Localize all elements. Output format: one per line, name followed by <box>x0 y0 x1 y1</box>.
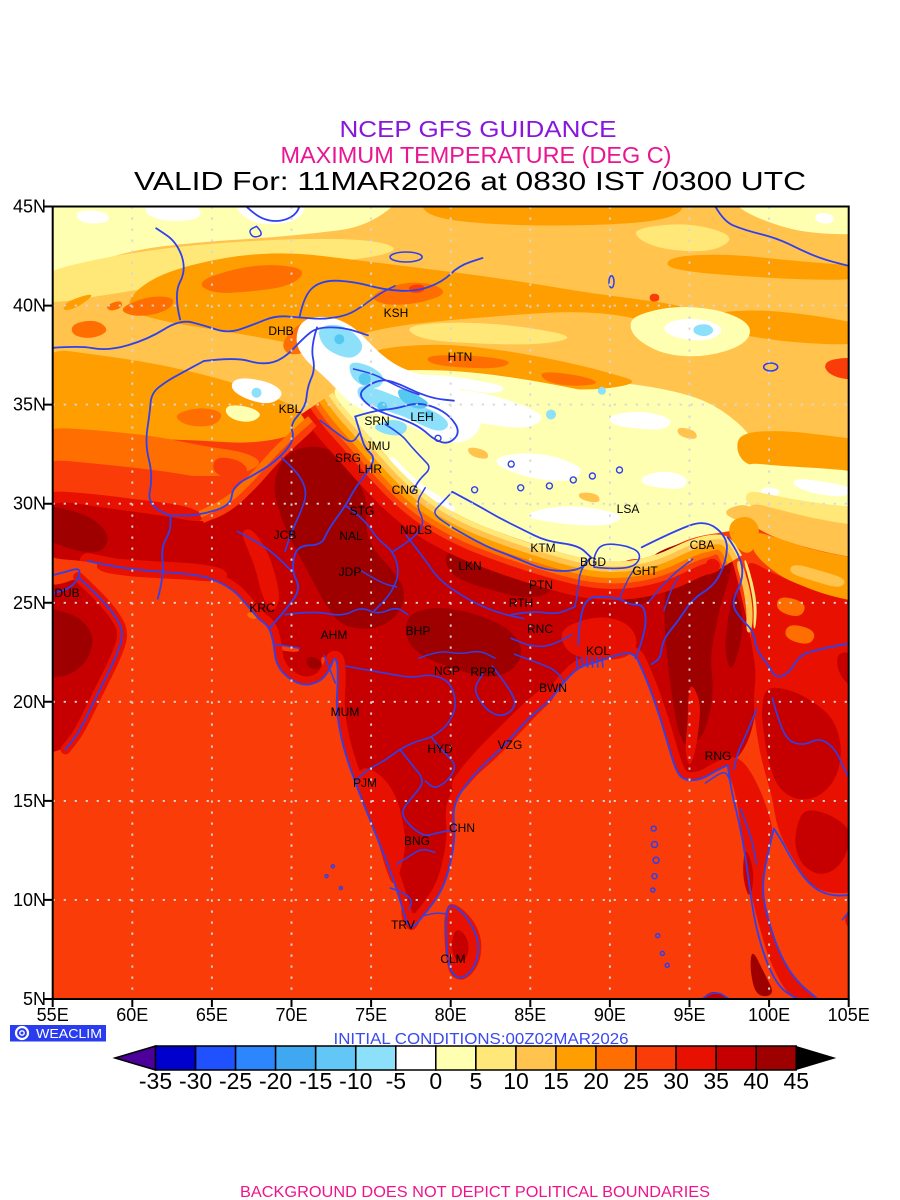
svg-text:-10: -10 <box>339 1068 372 1094</box>
svg-text:JDP: JDP <box>339 565 362 579</box>
svg-text:STG: STG <box>350 504 375 518</box>
svg-text:LSA: LSA <box>617 502 640 516</box>
svg-text:INITIAL CONDITIONS:00Z02MAR202: INITIAL CONDITIONS:00Z02MAR2026 <box>334 1031 629 1048</box>
svg-text:PTN: PTN <box>529 578 553 592</box>
svg-text:35: 35 <box>703 1068 729 1094</box>
svg-text:45N: 45N <box>13 197 46 217</box>
svg-text:RPR: RPR <box>470 665 496 679</box>
svg-text:LKN: LKN <box>458 559 481 573</box>
svg-text:-5: -5 <box>386 1068 406 1094</box>
svg-text:20: 20 <box>583 1068 609 1094</box>
svg-text:BGD: BGD <box>580 555 606 569</box>
svg-text:30: 30 <box>663 1068 689 1094</box>
svg-text:JCB: JCB <box>274 528 297 542</box>
svg-text:5: 5 <box>470 1068 483 1094</box>
svg-text:CNG: CNG <box>392 483 419 497</box>
svg-text:NGP: NGP <box>434 664 460 678</box>
svg-text:100E: 100E <box>748 1005 790 1025</box>
svg-text:DUB: DUB <box>54 586 79 600</box>
svg-text:80E: 80E <box>435 1005 467 1025</box>
svg-text:CBA: CBA <box>690 538 715 552</box>
svg-text:VALID For: 11MAR2026 at 0830 I: VALID For: 11MAR2026 at 0830 IST /0300 U… <box>134 166 806 196</box>
svg-text:JMU: JMU <box>366 439 391 453</box>
svg-text:BNG: BNG <box>404 834 430 848</box>
svg-text:20N: 20N <box>13 692 46 712</box>
svg-text:55E: 55E <box>37 1005 69 1025</box>
svg-text:-35: -35 <box>139 1068 172 1094</box>
svg-text:SRG: SRG <box>335 451 361 465</box>
svg-text:90E: 90E <box>594 1005 626 1025</box>
svg-text:MAXIMUM TEMPERATURE (DEG C): MAXIMUM TEMPERATURE (DEG C) <box>281 142 672 168</box>
svg-text:SRN: SRN <box>364 414 389 428</box>
svg-text:60E: 60E <box>116 1005 148 1025</box>
svg-text:-25: -25 <box>219 1068 252 1094</box>
svg-text:RTH: RTH <box>509 596 533 610</box>
svg-text:15N: 15N <box>13 791 46 811</box>
svg-text:MUM: MUM <box>331 705 360 719</box>
svg-text:PJM: PJM <box>353 776 377 790</box>
svg-text:-15: -15 <box>299 1068 332 1094</box>
svg-text:CHN: CHN <box>449 821 475 835</box>
svg-text:WEACLIM: WEACLIM <box>36 1026 102 1041</box>
svg-text:AHM: AHM <box>321 628 348 642</box>
svg-text:10: 10 <box>503 1068 529 1094</box>
svg-text:RNC: RNC <box>527 622 553 636</box>
svg-text:BWN: BWN <box>539 681 567 695</box>
svg-text:TRV: TRV <box>391 918 415 932</box>
svg-text:LEH: LEH <box>410 410 433 424</box>
svg-text:40N: 40N <box>13 296 46 316</box>
svg-text:GHT: GHT <box>632 564 658 578</box>
svg-text:HYD: HYD <box>427 742 453 756</box>
svg-text:NDLS: NDLS <box>400 523 432 537</box>
svg-text:75E: 75E <box>355 1005 387 1025</box>
svg-text:10N: 10N <box>13 890 46 910</box>
svg-text:85E: 85E <box>514 1005 546 1025</box>
svg-text:35N: 35N <box>13 395 46 415</box>
svg-text:25N: 25N <box>13 593 46 613</box>
svg-text:KOL: KOL <box>586 644 610 658</box>
svg-text:70E: 70E <box>275 1005 307 1025</box>
svg-text:-30: -30 <box>179 1068 212 1094</box>
svg-text:30N: 30N <box>13 494 46 514</box>
svg-text:KTM: KTM <box>530 541 555 555</box>
svg-text:BACKGROUND DOES NOT DEPICT POL: BACKGROUND DOES NOT DEPICT POLITICAL BOU… <box>240 1184 710 1200</box>
svg-text:KBL: KBL <box>279 402 302 416</box>
svg-text:65E: 65E <box>196 1005 228 1025</box>
svg-text:VZG: VZG <box>498 738 523 752</box>
svg-text:45: 45 <box>784 1068 810 1094</box>
svg-text:KSH: KSH <box>384 306 409 320</box>
svg-text:25: 25 <box>623 1068 649 1094</box>
svg-text:KRC: KRC <box>249 601 275 615</box>
svg-text:40: 40 <box>743 1068 769 1094</box>
svg-text:NCEP GFS GUIDANCE: NCEP GFS GUIDANCE <box>340 116 617 142</box>
svg-text:CLM: CLM <box>440 952 465 966</box>
svg-text:HTN: HTN <box>448 350 473 364</box>
svg-text:105E: 105E <box>828 1005 870 1025</box>
svg-text:0: 0 <box>429 1068 442 1094</box>
svg-text:DHB: DHB <box>268 324 293 338</box>
svg-text:95E: 95E <box>673 1005 705 1025</box>
svg-text:RNG: RNG <box>705 749 732 763</box>
svg-text:NAL: NAL <box>339 529 363 543</box>
svg-text:15: 15 <box>543 1068 569 1094</box>
svg-text:5N: 5N <box>23 989 46 1009</box>
svg-text:-20: -20 <box>259 1068 292 1094</box>
svg-text:BHP: BHP <box>406 624 431 638</box>
svg-text:LHR: LHR <box>358 462 382 476</box>
